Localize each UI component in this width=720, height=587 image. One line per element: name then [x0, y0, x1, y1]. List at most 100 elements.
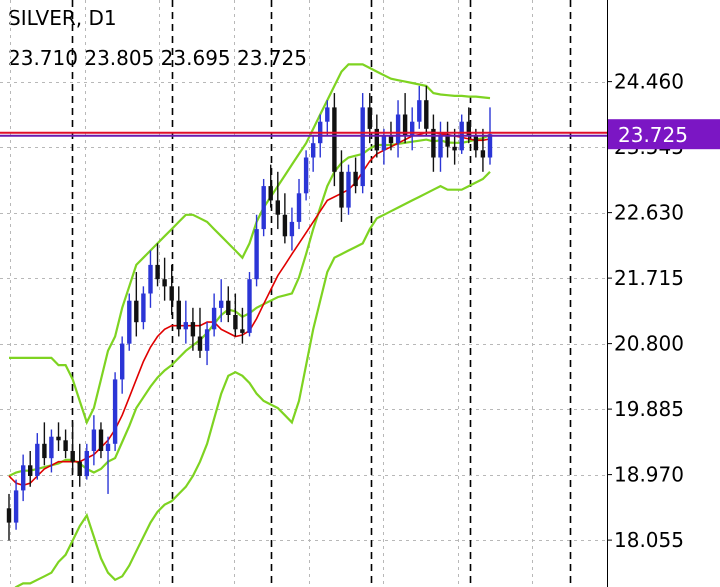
candle: [339, 150, 344, 222]
price-axis-label: 24.460: [614, 70, 684, 94]
candle-body: [247, 279, 252, 333]
candle-body: [21, 465, 26, 491]
candle: [28, 450, 33, 487]
candle: [21, 454, 26, 502]
candle-body: [105, 443, 111, 451]
candle: [70, 422, 75, 473]
candle-body: [452, 146, 457, 151]
candle: [98, 422, 104, 459]
candle: [155, 243, 160, 287]
candle-body: [374, 128, 379, 151]
candle: [211, 293, 217, 337]
candle: [63, 429, 68, 459]
candle: [395, 100, 401, 158]
grid-lines: [0, 0, 608, 587]
candle-body: [134, 300, 139, 323]
candle: [35, 433, 40, 480]
candle: [417, 85, 422, 129]
candle-body: [13, 490, 19, 523]
candle: [275, 171, 280, 230]
candle-body: [226, 300, 231, 315]
price-axis-label: 21.715: [614, 266, 684, 290]
candle-body: [367, 107, 372, 129]
current-price-lines: [0, 131, 607, 137]
candle: [84, 443, 89, 480]
candle: [13, 479, 19, 530]
candle: [226, 286, 231, 323]
candle-body: [240, 329, 245, 333]
candle-body: [332, 107, 337, 172]
candle: [311, 136, 316, 172]
candle-body: [141, 293, 146, 323]
candle-body: [155, 264, 160, 280]
price-axis: 24.46023.54522.63021.71520.80019.88518.9…: [607, 0, 684, 587]
upper-band-line: [9, 63, 491, 426]
price-axis-label: 18.055: [614, 528, 684, 552]
chart-ohlc-readout: 23.710 23.805 23.695 23.725: [8, 46, 307, 70]
candle-body: [353, 171, 358, 187]
candle-body: [417, 100, 422, 122]
lower-band-line: [14, 171, 491, 587]
candle-body: [70, 451, 75, 462]
price-axis-label: 18.970: [614, 463, 684, 487]
candle-body: [289, 221, 295, 237]
candle: [459, 114, 464, 154]
candle: [190, 307, 196, 351]
candle-body: [339, 171, 344, 208]
candle-body: [402, 114, 408, 136]
candle-body: [120, 343, 125, 380]
candle: [127, 293, 132, 351]
candle-body: [261, 186, 266, 230]
candle-body: [148, 264, 153, 294]
candle: [296, 178, 302, 230]
candle-body: [445, 136, 450, 147]
candle-body: [311, 143, 316, 158]
candle-body: [360, 107, 365, 187]
candle-body: [219, 300, 224, 308]
candle: [431, 114, 436, 172]
candle: [452, 128, 457, 165]
candle: [346, 164, 351, 215]
candle-body: [275, 200, 280, 215]
candle: [438, 121, 443, 172]
candle: [141, 286, 146, 330]
candle-body: [268, 186, 273, 201]
candle: [134, 272, 139, 337]
candle-body: [183, 322, 188, 330]
candle: [282, 193, 288, 244]
candle-body: [28, 465, 33, 476]
candle: [247, 272, 252, 337]
candle: [91, 415, 97, 466]
price-axis-label: 22.630: [614, 201, 684, 225]
candle-body: [190, 322, 196, 337]
candle: [445, 121, 450, 158]
candle-body: [254, 229, 259, 280]
candle: [303, 150, 309, 201]
candle: [410, 107, 415, 151]
candle: [424, 85, 429, 137]
candle: [219, 279, 224, 323]
candle-body: [91, 429, 97, 451]
candle: [176, 286, 181, 337]
candle-body: [438, 136, 443, 158]
candle: [49, 429, 54, 473]
candle-body: [466, 121, 471, 136]
candle: [169, 264, 174, 315]
candle-body: [211, 307, 217, 330]
candle-body: [282, 214, 288, 237]
candle-body: [6, 508, 12, 523]
candle-body: [56, 436, 61, 441]
candle-body: [381, 136, 387, 151]
candle: [120, 336, 125, 394]
candle: [353, 157, 358, 194]
candle-body: [473, 136, 479, 151]
candle: [42, 422, 47, 466]
candle-body: [296, 193, 302, 222]
candle: [466, 107, 471, 144]
price-tag-label: 23.725: [618, 123, 688, 147]
candle-body: [42, 443, 47, 459]
chart-symbol-timeframe: SILVER, D1: [8, 6, 117, 30]
candle: [56, 422, 61, 451]
candle: [112, 372, 118, 451]
